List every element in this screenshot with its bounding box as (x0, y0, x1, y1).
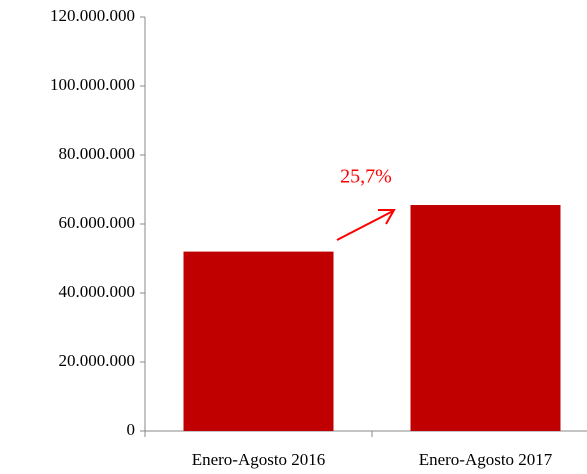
y-tick-label: 60.000.000 (59, 213, 136, 232)
y-tick-label: 40.000.000 (59, 282, 136, 301)
y-tick-label: 80.000.000 (59, 144, 136, 163)
x-tick-label: Enero-Agosto 2016 (192, 450, 326, 469)
y-tick-label: 0 (127, 420, 136, 439)
x-tick-label: Enero-Agosto 2017 (419, 450, 553, 469)
bar (410, 205, 561, 431)
y-tick-label: 100.000.000 (50, 75, 135, 94)
y-tick-label: 120.000.000 (50, 6, 135, 25)
y-tick-label: 20.000.000 (59, 351, 136, 370)
growth-annotation: 25,7% (340, 166, 392, 188)
growth-arrow (336, 209, 396, 241)
bar (183, 251, 334, 431)
